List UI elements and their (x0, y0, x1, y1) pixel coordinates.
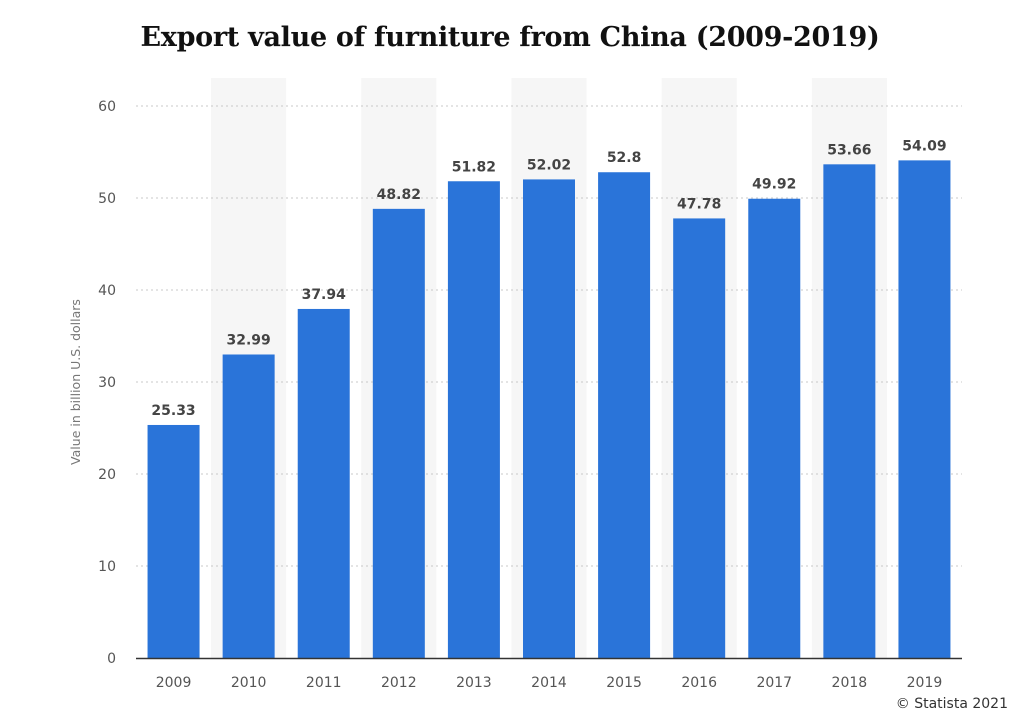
bar (147, 424, 200, 658)
value-label: 51.82 (452, 159, 496, 175)
y-tick-label: 30 (98, 375, 116, 391)
x-tick-label: 2019 (907, 675, 943, 691)
bar (297, 308, 350, 658)
value-label: 49.92 (752, 177, 796, 193)
bars (147, 160, 951, 659)
bar (598, 172, 651, 659)
value-label: 25.33 (151, 403, 195, 419)
x-tick-label: 2017 (756, 675, 792, 691)
y-axis-title: Value in billion U.S. dollars (68, 299, 83, 465)
value-label: 52.02 (527, 157, 571, 173)
x-tick-label: 2016 (681, 675, 717, 691)
x-tick-label: 2012 (381, 675, 417, 691)
value-label: 48.82 (377, 187, 421, 203)
x-tick-label: 2013 (456, 675, 492, 691)
y-tick-label: 20 (98, 467, 116, 483)
bar (673, 218, 726, 658)
value-label: 54.09 (902, 138, 946, 154)
x-tick-label: 2010 (231, 675, 267, 691)
x-axis-tick-labels: 2009 2010 2011 2012 2013 2014 2015 2016 2017 2018… (156, 675, 943, 691)
value-label: 53.66 (827, 142, 871, 158)
value-labels: 25.33 32.99 37.94 48.82 51.82 52.02 52.8 47.78 4… (151, 138, 946, 419)
y-tick-label: 0 (107, 651, 116, 667)
bar (372, 208, 425, 658)
x-tick-label: 2009 (156, 675, 192, 691)
x-tick-label: 2014 (531, 675, 567, 691)
y-tick-label: 10 (98, 559, 116, 575)
x-tick-label: 2015 (606, 675, 642, 691)
x-tick-label: 2018 (832, 675, 868, 691)
y-tick-label: 50 (98, 191, 116, 207)
value-label: 37.94 (302, 287, 347, 303)
chart-title: Export value of furniture from China (20… (140, 22, 880, 53)
bar (447, 181, 500, 659)
bar (748, 198, 801, 658)
value-label: 47.78 (677, 196, 721, 212)
y-axis-tick-labels: 0 10 20 30 40 50 60 (98, 99, 116, 667)
x-tick-label: 2011 (306, 675, 342, 691)
y-tick-label: 60 (98, 99, 116, 115)
y-tick-label: 40 (98, 283, 116, 299)
value-label: 52.8 (607, 150, 642, 166)
bar (823, 164, 876, 658)
bar (898, 160, 951, 658)
value-label: 32.99 (226, 332, 270, 348)
bar (523, 179, 575, 658)
bar (222, 354, 275, 658)
statista-credit: © Statista 2021 (895, 696, 1008, 712)
